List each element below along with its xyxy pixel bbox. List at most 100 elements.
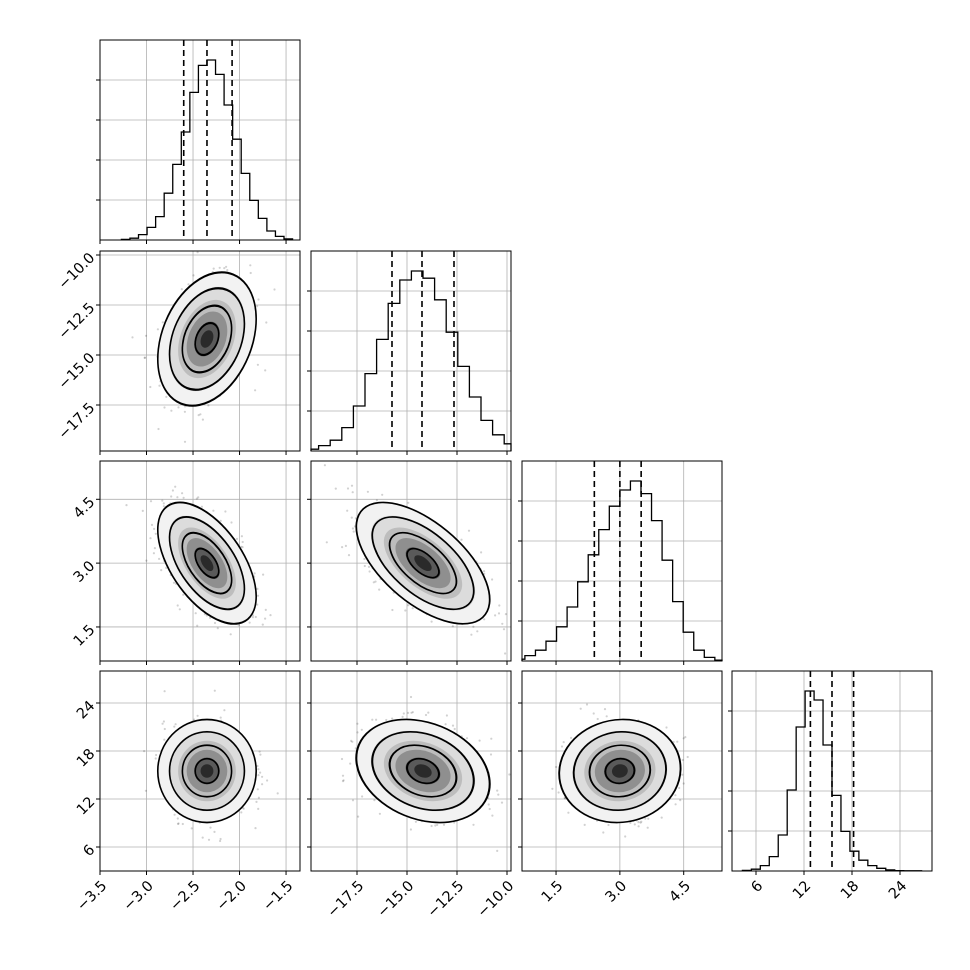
sample-point [679,799,682,802]
panel-frame [310,670,512,872]
sample-point [264,617,267,620]
y-tick-label-3: 24 [74,698,98,722]
sample-point [347,554,351,557]
sample-point [171,489,174,492]
sample-point [560,745,564,748]
sample-point [323,464,326,467]
sample-point [162,502,165,505]
sample-point [196,714,199,717]
sample-point [407,711,410,715]
sample-point [361,795,364,798]
sample-point [256,587,259,591]
sample-point [240,535,243,538]
sample-point [344,544,347,548]
contour-line [388,531,458,595]
sample-point [472,823,475,826]
x-tick-label-0: −2.5 [167,878,203,914]
sample-point [551,787,554,790]
sample-point [256,764,259,768]
sample-point [341,780,345,783]
sample-point [182,496,185,499]
density-level-5 [200,555,214,572]
panel-content [340,695,548,853]
sample-point [165,395,168,398]
sample-point [381,493,384,496]
sample-point [501,622,504,625]
sample-point [342,779,345,782]
contour-group-1 [572,730,667,812]
sample-point [265,321,268,324]
sample-point [363,564,366,568]
sample-point [183,440,187,443]
panel-content [131,251,276,443]
x-tick-label-3: 24 [886,878,910,902]
sample-point [349,762,352,765]
sample-point [351,491,354,494]
sample-point [371,718,374,721]
sample-point [261,775,264,778]
x-tick-label-1: −17.5 [325,878,368,921]
sample-point [273,288,276,291]
sample-point [249,271,252,275]
sample-point [153,547,156,550]
sample-point [682,737,685,740]
sample-point [212,509,215,512]
sample-point [256,305,259,308]
sample-point [373,799,376,802]
x-tick-label-0: −3.0 [121,878,157,914]
sample-point [602,831,605,834]
sample-point [160,569,163,572]
sample-point [237,624,240,627]
density-level-5 [414,764,432,778]
x-tick-label-3: 12 [790,878,814,902]
sample-point [266,779,269,782]
sample-point [546,814,548,816]
sample-point [257,298,260,301]
contour-group-3 [406,757,440,785]
contour-group-1 [168,287,246,391]
sample-point [257,807,260,811]
sample-point [451,724,455,727]
sample-point [514,825,516,827]
x-tick-label-2: 3.0 [603,878,631,906]
sample-point [213,830,216,834]
sample-point [356,722,359,725]
sample-point [230,521,233,524]
contour-line [588,744,652,798]
sample-point [158,384,161,387]
sample-point [241,546,244,549]
x-tick-label-3: 6 [749,878,767,896]
contour-line [181,531,233,595]
sample-point [407,501,410,504]
sample-point [176,604,179,607]
y-tick-label-3: 18 [74,746,98,770]
scatter-panel-3-0 [96,670,301,875]
sample-point [161,499,164,502]
sample-point [325,541,328,544]
sample-point [350,739,353,743]
sample-point [195,497,198,500]
y-tick-label-2: 1.5 [71,622,99,650]
contour-line [371,730,475,812]
sample-point [504,652,507,655]
contour-group-0 [156,271,257,407]
sample-point [235,537,239,541]
sample-point [131,336,134,339]
sample-point [276,792,279,795]
sample-point [213,689,216,692]
sample-point [225,265,228,268]
sample-point [176,822,180,826]
sample-point [264,608,267,612]
sample-point [156,328,159,331]
density-level-5 [200,764,214,778]
x-tick-label-2: 4.5 [666,878,694,906]
sample-point [585,703,589,706]
sample-point [254,389,257,392]
sample-point [341,774,345,777]
sample-point [472,625,475,628]
sample-point [497,793,500,796]
sample-point [504,613,507,616]
sample-point [360,728,363,731]
contour-group-0 [156,501,257,625]
y-tick-label-1: −10.0 [56,250,99,293]
